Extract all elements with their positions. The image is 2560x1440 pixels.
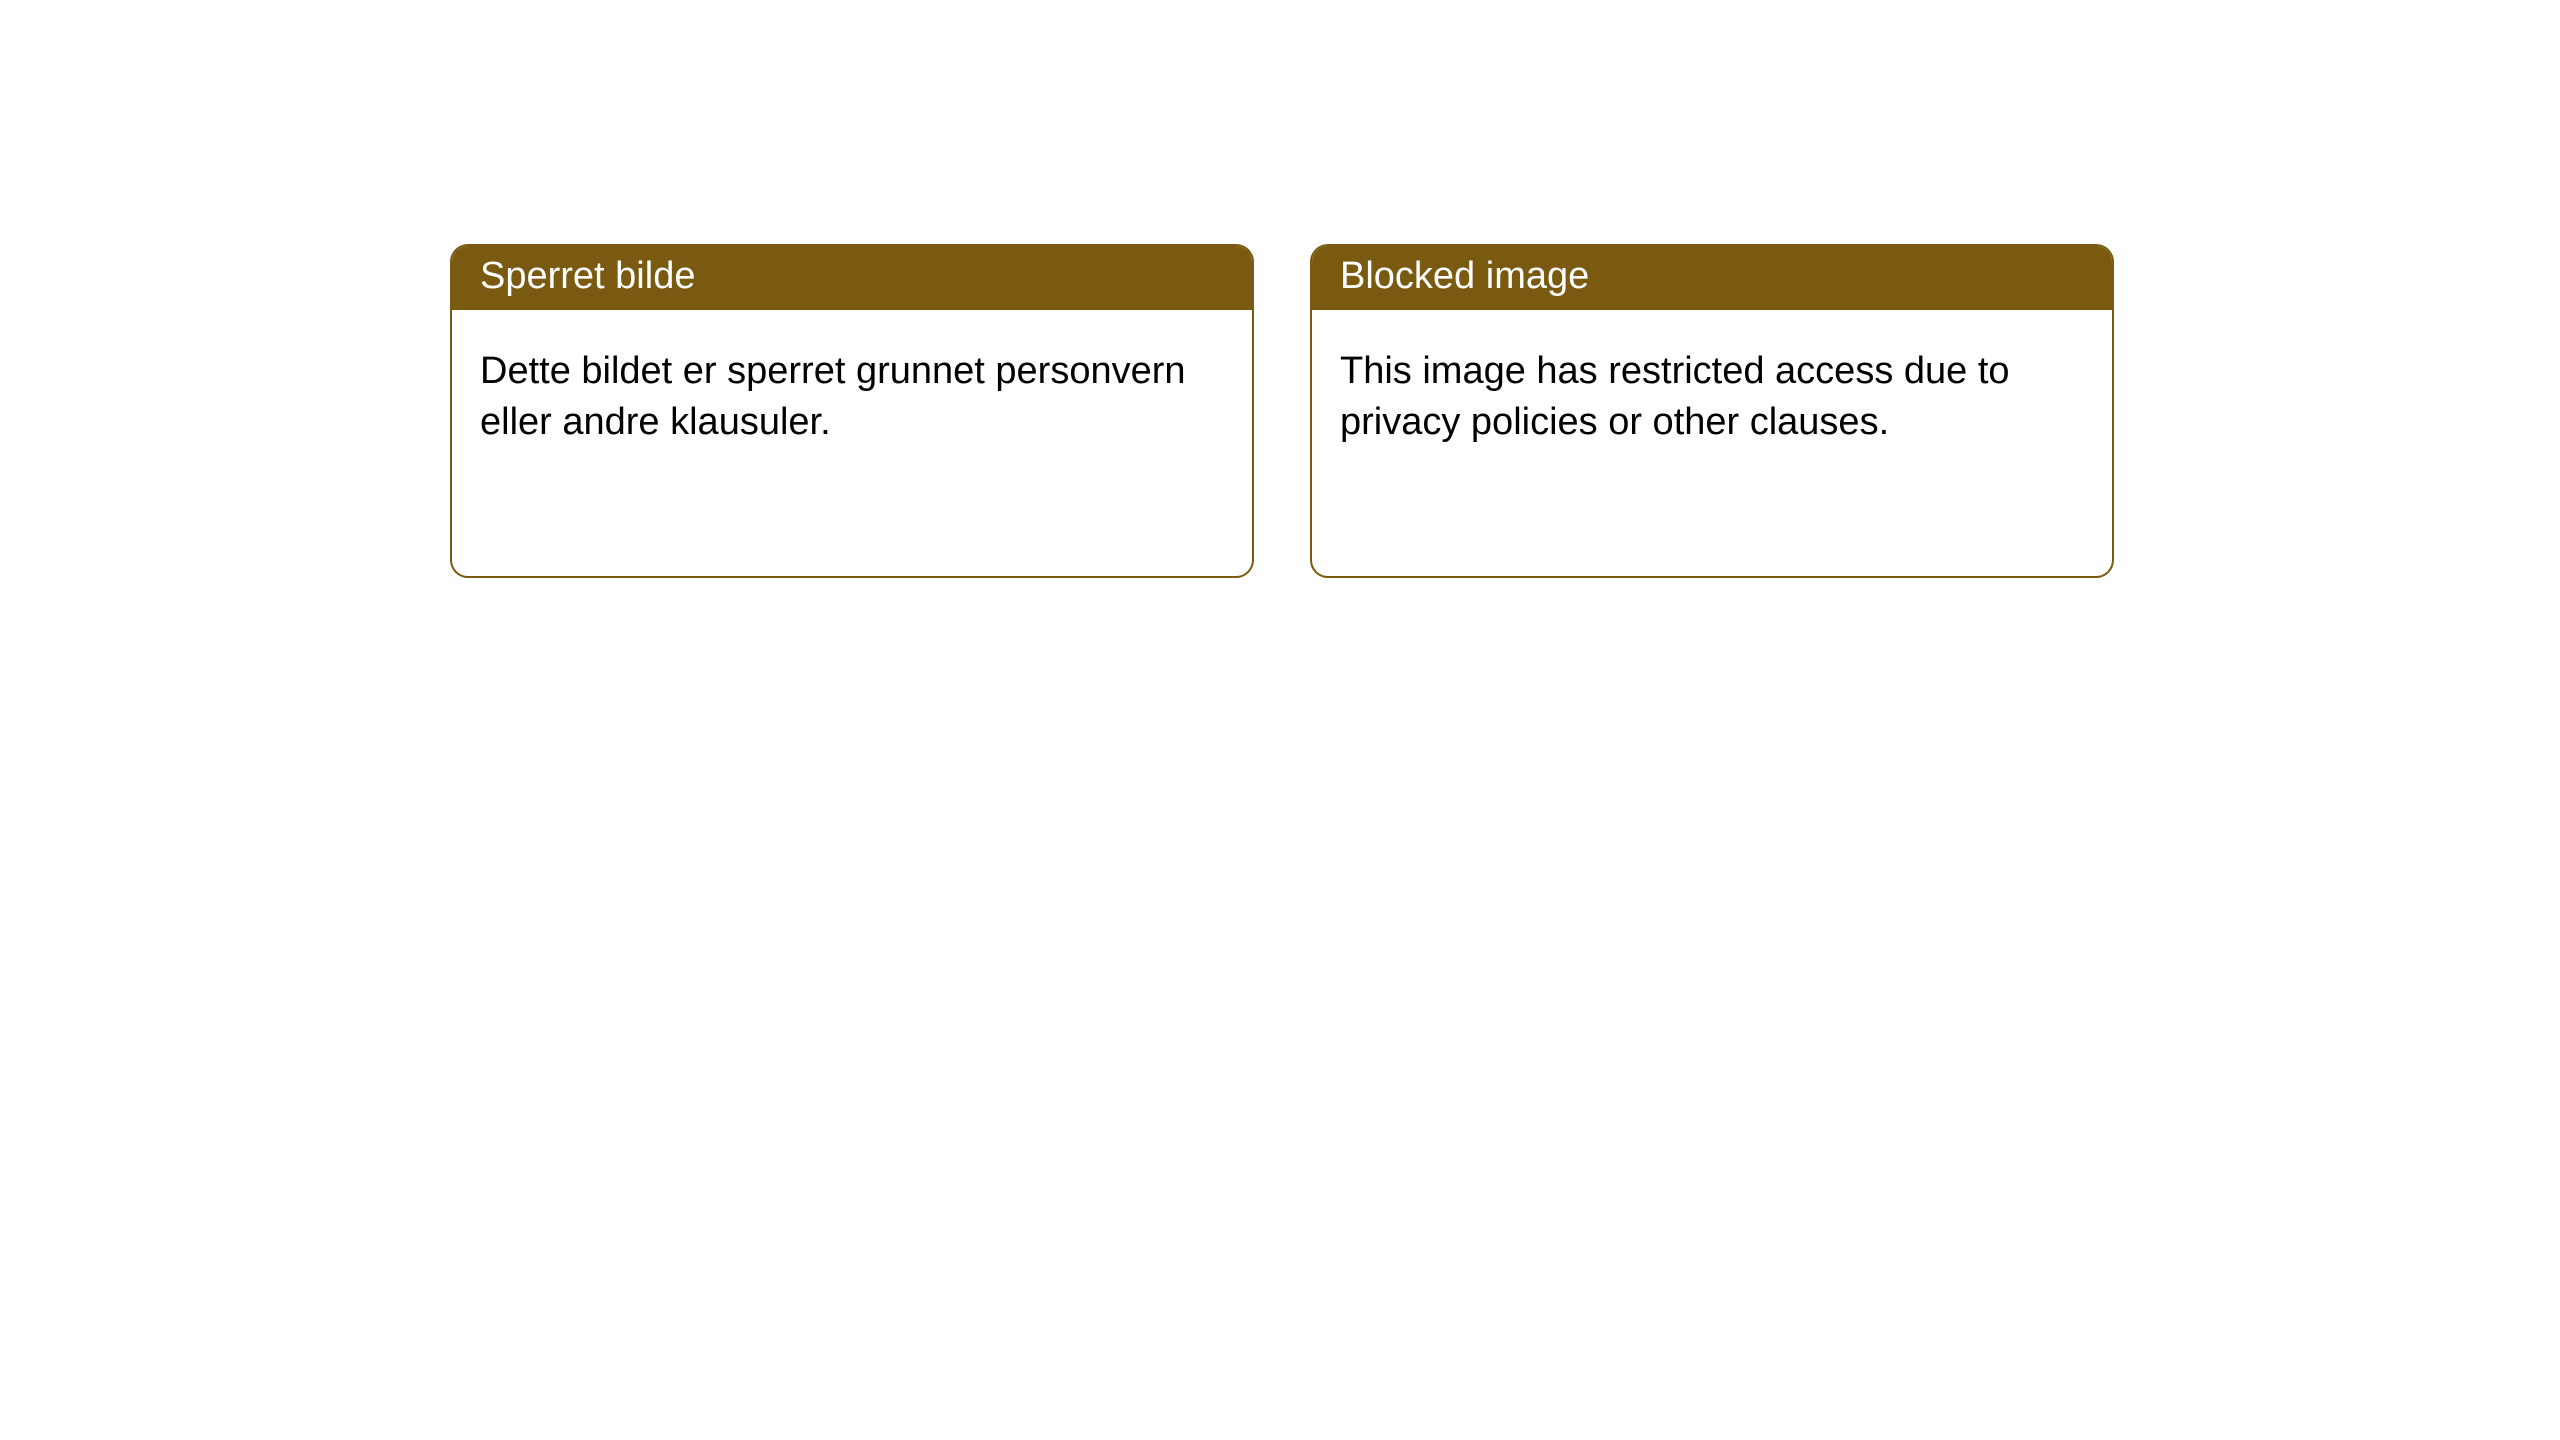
notice-card-no: Sperret bilde Dette bildet er sperret gr… xyxy=(450,244,1254,578)
notice-body-no: Dette bildet er sperret grunnet personve… xyxy=(452,310,1252,485)
notice-card-en: Blocked image This image has restricted … xyxy=(1310,244,2114,578)
notice-title-no: Sperret bilde xyxy=(452,246,1252,310)
notice-body-en: This image has restricted access due to … xyxy=(1312,310,2112,485)
notice-container: Sperret bilde Dette bildet er sperret gr… xyxy=(0,0,2560,578)
notice-title-en: Blocked image xyxy=(1312,246,2112,310)
